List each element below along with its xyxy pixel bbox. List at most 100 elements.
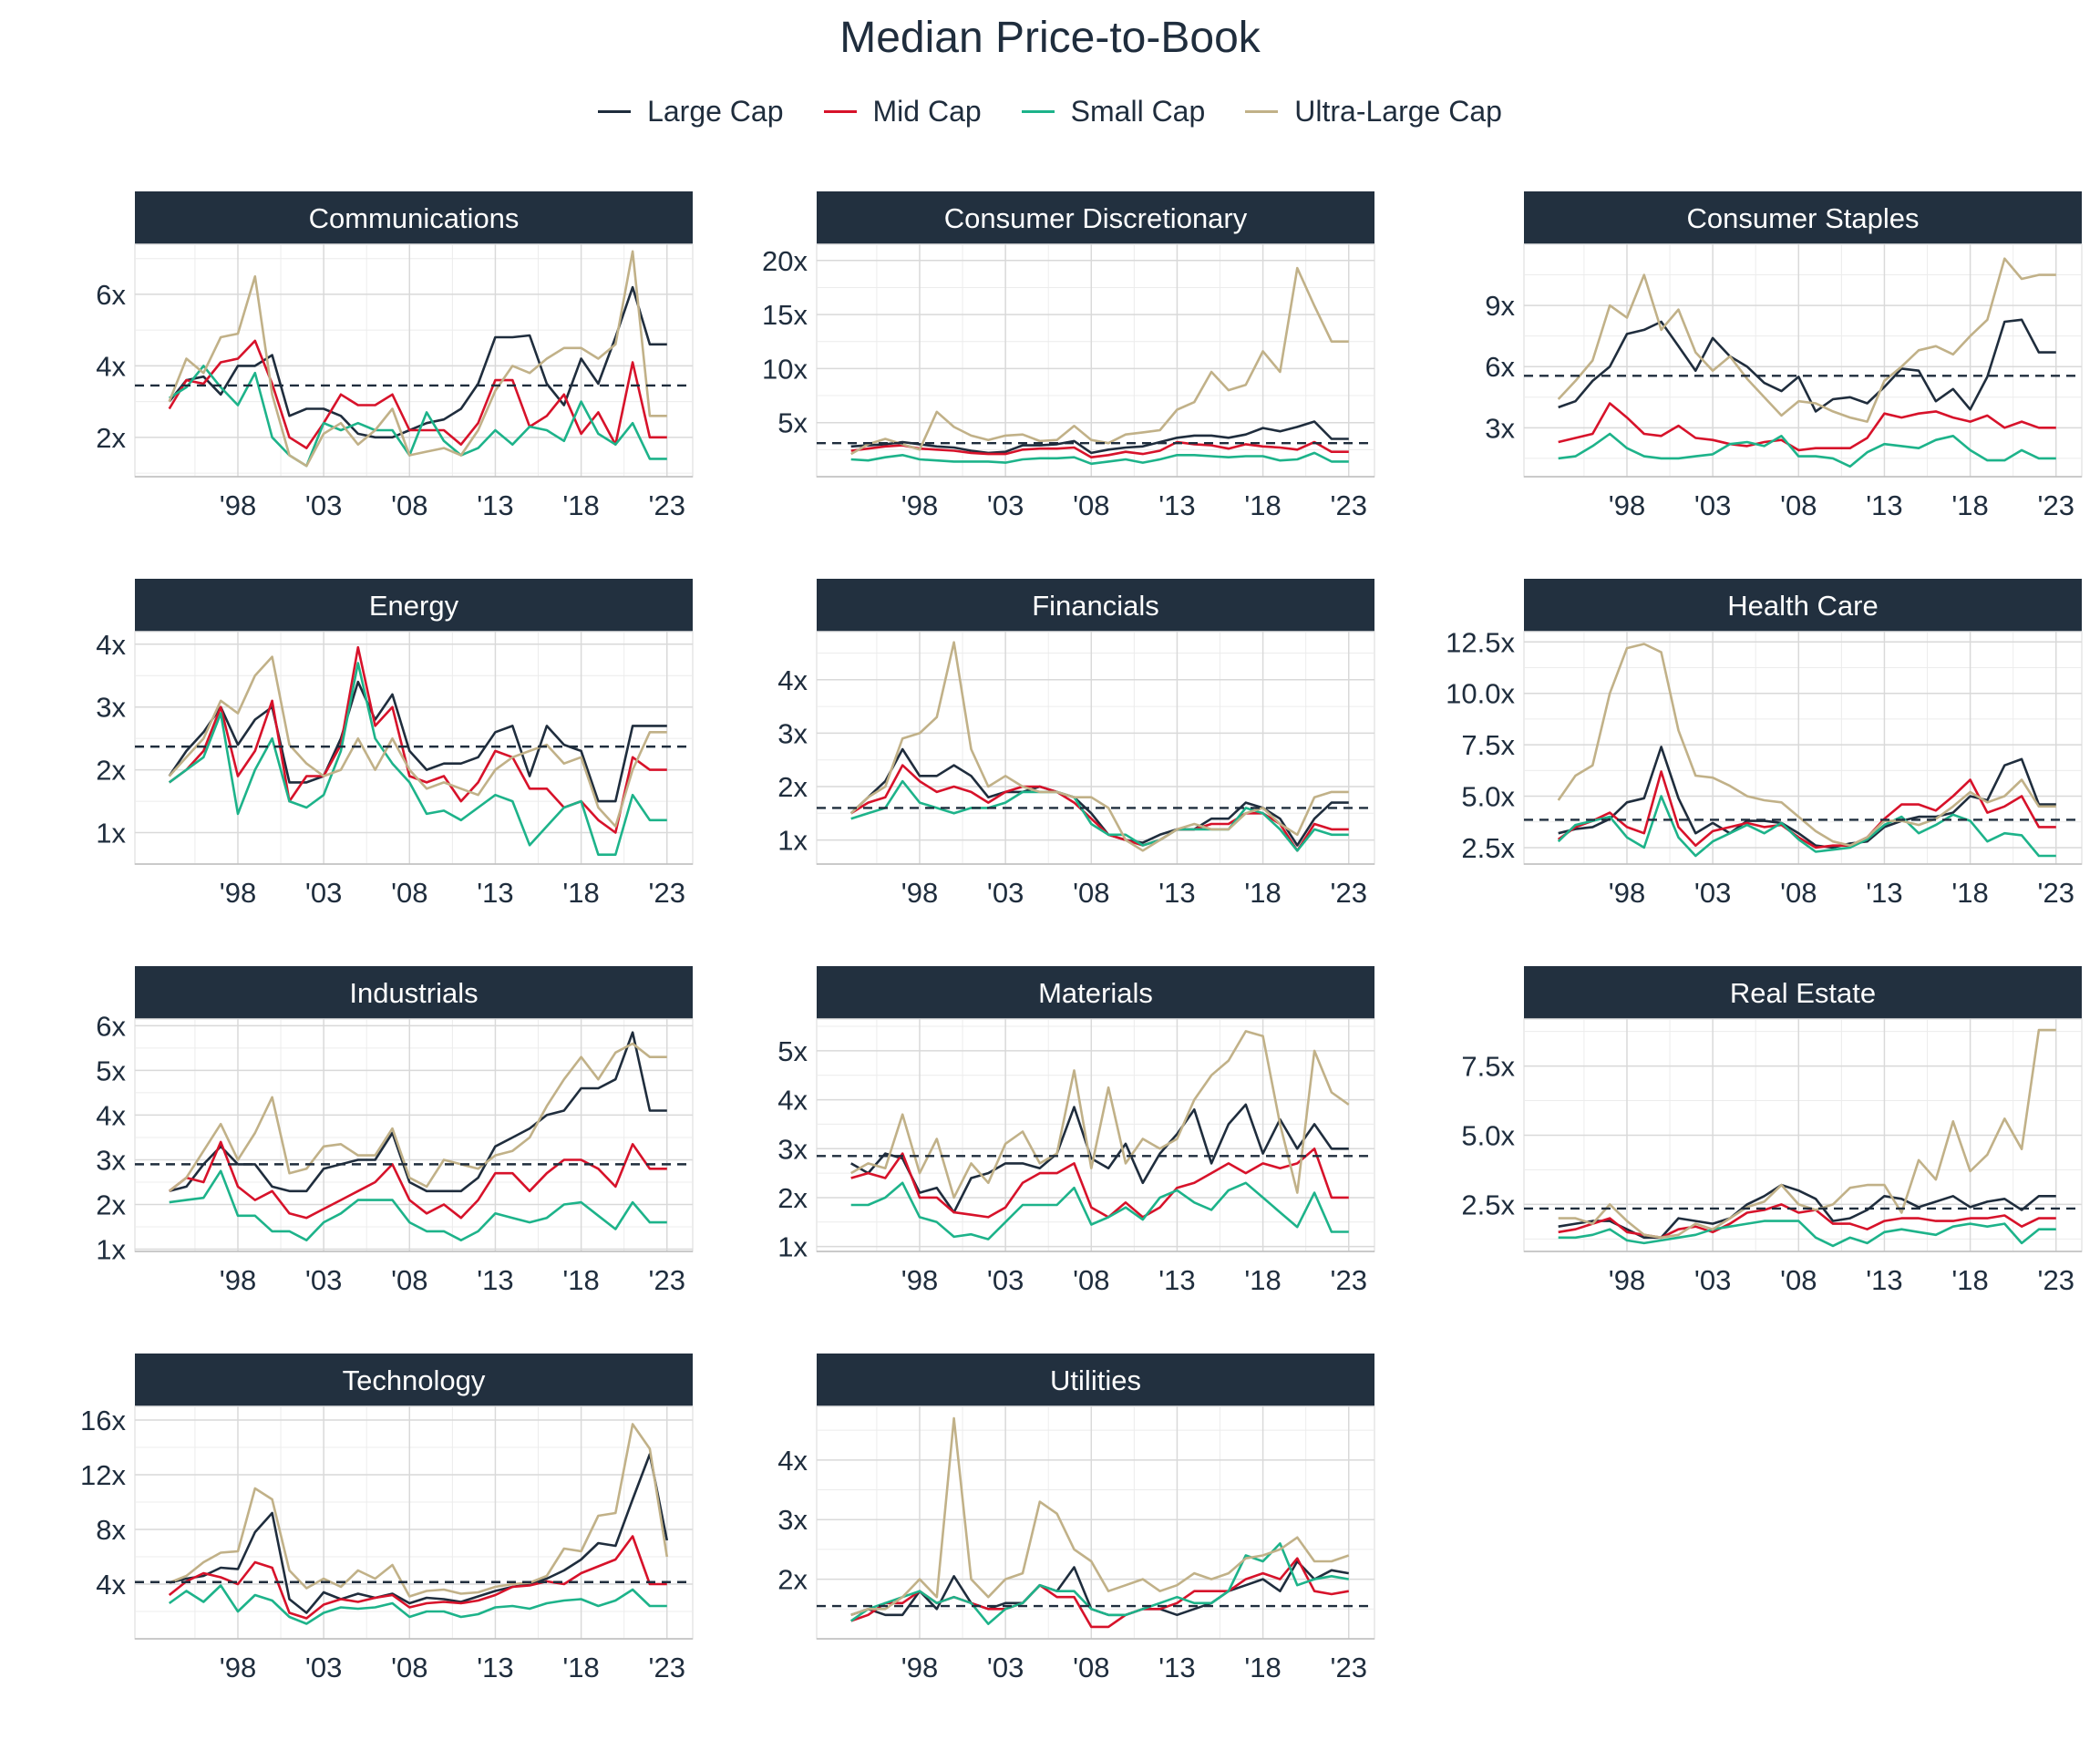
y-tick-label: 1x xyxy=(96,818,126,849)
x-tick-label: '23 xyxy=(2038,1264,2074,1296)
x-tick-label: '18 xyxy=(1951,489,1988,521)
x-tick-label: '23 xyxy=(2038,489,2074,521)
x-tick-label: '98 xyxy=(220,489,256,521)
facet-title: Real Estate xyxy=(1730,977,1876,1009)
facet-financials: Financials 1x 2x 3x 4x '98 '03 '08 '13 '18 '23 xyxy=(777,579,1375,909)
y-tick-label: 12.5x xyxy=(1446,626,1515,658)
facet-title: Health Care xyxy=(1727,590,1878,622)
panel-border xyxy=(816,1018,1375,1252)
x-tick-label: '98 xyxy=(901,1264,938,1296)
y-tick-label: 5x xyxy=(96,1055,126,1086)
legend-item-ultra-large-cap[interactable]: Ultra-Large Cap xyxy=(1245,95,1502,129)
x-tick-label: '13 xyxy=(1866,489,1902,521)
y-tick-label: 20x xyxy=(762,245,808,277)
y-tick-label: 2.5x xyxy=(1461,832,1515,864)
x-tick-label: '23 xyxy=(1331,1652,1367,1683)
facet-strip xyxy=(135,966,693,1019)
series-line-large-cap xyxy=(849,747,1349,847)
x-tick-label: '98 xyxy=(220,877,256,909)
x-tick-label: '98 xyxy=(901,877,938,909)
y-tick-label: 5.0x xyxy=(1461,781,1515,813)
x-tick-label: '23 xyxy=(1331,489,1367,521)
y-tick-label: 7.5x xyxy=(1461,1051,1515,1083)
x-tick-label: '03 xyxy=(305,489,342,521)
x-tick-label: '03 xyxy=(305,1264,342,1296)
x-tick-label: '18 xyxy=(562,489,599,521)
x-tick-label: '23 xyxy=(1331,877,1367,909)
legend-item-large-cap[interactable]: Large Cap xyxy=(598,95,784,129)
y-tick-label: 3x xyxy=(777,717,808,749)
y-tick-label: 4x xyxy=(96,629,126,661)
x-tick-label: '03 xyxy=(987,877,1024,909)
y-tick-label: 4x xyxy=(96,1099,126,1131)
series-line-large-cap xyxy=(850,1103,1349,1214)
series-line-ultra-large-cap xyxy=(1558,1028,2056,1240)
series-line-large-cap xyxy=(1558,1183,2056,1240)
facet-strip xyxy=(1524,191,2082,244)
x-tick-label: '18 xyxy=(1244,1264,1281,1296)
series-line-large-cap xyxy=(168,285,667,439)
x-tick-label: '03 xyxy=(305,1652,342,1683)
legend-label-small-cap: Small Cap xyxy=(1070,95,1206,128)
series-line-mid-cap xyxy=(168,1535,667,1620)
series-line-small-cap xyxy=(1557,795,2056,858)
y-tick-label: 3x xyxy=(1485,412,1515,444)
legend-label-mid-cap: Mid Cap xyxy=(872,95,982,128)
x-tick-label: '08 xyxy=(391,489,427,521)
x-tick-label: '18 xyxy=(562,1652,599,1683)
facet-strip xyxy=(135,1354,693,1406)
x-tick-label: '13 xyxy=(1158,1652,1195,1683)
x-tick-label: '03 xyxy=(1694,877,1731,909)
facet-health-care: Health Care 2.5x 5.0x 7.5x 10.0x 12.5x '98 '03 '… xyxy=(1446,579,2083,909)
legend-label-ultra-large-cap: Ultra-Large Cap xyxy=(1294,95,1502,128)
y-tick-label: 3x xyxy=(96,1144,126,1176)
legend-item-mid-cap[interactable]: Mid Cap xyxy=(823,95,982,129)
facet-strip xyxy=(817,966,1374,1019)
series-line-mid-cap xyxy=(168,339,667,449)
facet-industrials: Industrials 1x 2x 3x 4x 5x 6x '98 '03 '08 '13 '18 '2… xyxy=(96,966,694,1296)
x-tick-label: '18 xyxy=(1951,877,1988,909)
x-tick-label: '98 xyxy=(220,1264,256,1296)
series-line-mid-cap xyxy=(850,1557,1350,1629)
y-tick-label: 3x xyxy=(96,692,126,724)
y-tick-label: 5x xyxy=(777,1035,808,1067)
x-tick-label: '03 xyxy=(987,489,1024,521)
legend-swatch-large-cap xyxy=(598,110,632,113)
y-tick-label: 6x xyxy=(96,279,126,311)
y-tick-label: 5.0x xyxy=(1461,1120,1515,1152)
facet-title: Utilities xyxy=(1050,1364,1141,1396)
y-tick-label: 10.0x xyxy=(1446,678,1515,710)
y-tick-label: 2.5x xyxy=(1461,1189,1515,1220)
series-line-mid-cap xyxy=(850,440,1349,459)
x-tick-label: '08 xyxy=(391,1264,427,1296)
y-tick-label: 1x xyxy=(777,825,808,857)
series-line-small-cap xyxy=(850,451,1349,466)
x-tick-label: '23 xyxy=(649,489,685,521)
x-tick-label: '98 xyxy=(1609,1264,1645,1296)
series-line-ultra-large-cap xyxy=(1557,643,2056,848)
series-line-ultra-large-cap xyxy=(1557,257,2056,423)
facet-consumer-discretionary: Consumer Discretionary 5x 10x 15x 20x '98 '03 '… xyxy=(762,191,1375,521)
y-tick-label: 3x xyxy=(777,1504,808,1536)
x-tick-label: '98 xyxy=(220,1652,256,1683)
x-tick-label: '23 xyxy=(649,1264,685,1296)
y-tick-label: 4x xyxy=(96,350,126,382)
x-tick-label: '08 xyxy=(391,877,427,909)
x-tick-label: '98 xyxy=(1609,489,1645,521)
panel-border xyxy=(1523,631,2083,865)
series-line-small-cap xyxy=(168,662,667,857)
series-line-large-cap xyxy=(169,1031,667,1193)
x-tick-label: '08 xyxy=(1073,489,1109,521)
y-tick-label: 10x xyxy=(762,353,808,385)
x-tick-label: '08 xyxy=(391,1652,427,1683)
legend-item-small-cap[interactable]: Small Cap xyxy=(1021,95,1206,129)
series-line-ultra-large-cap xyxy=(850,266,1349,456)
series-line-small-cap xyxy=(169,1169,667,1241)
x-tick-label: '13 xyxy=(1158,489,1195,521)
facet-title: Financials xyxy=(1032,590,1159,622)
facet-communications: Communications 2x 4x 6x '98 '03 '08 '13 '18 '23 xyxy=(96,191,694,521)
y-tick-label: 4x xyxy=(777,1085,808,1117)
series-line-small-cap xyxy=(849,1542,1350,1625)
series-line-ultra-large-cap xyxy=(168,250,667,468)
facet-strip xyxy=(817,579,1374,632)
